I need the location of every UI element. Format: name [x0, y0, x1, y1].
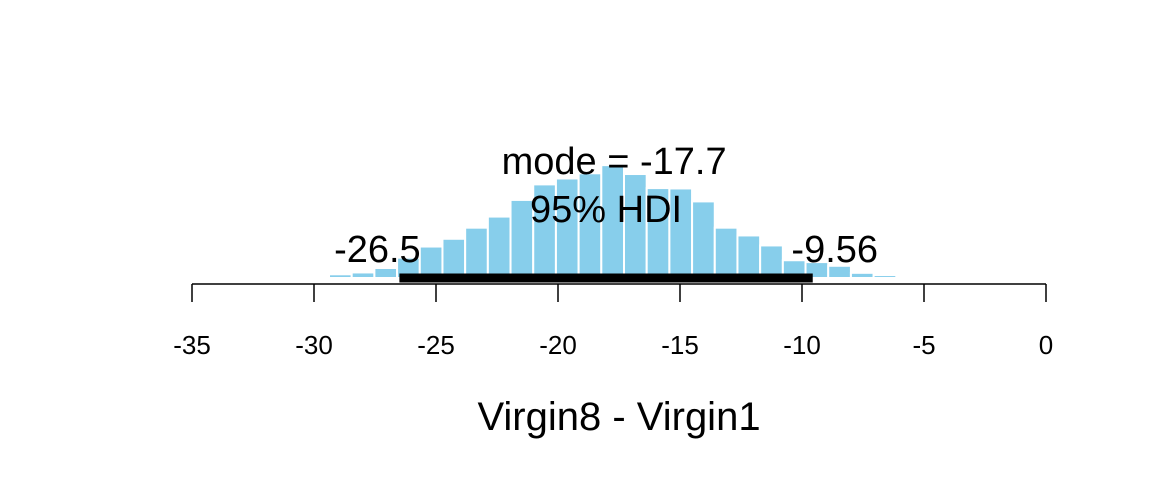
histogram-bar: [736, 234, 762, 279]
x-tick-label: -10: [783, 330, 821, 360]
histogram-bar: [328, 273, 353, 279]
x-tick-label: -15: [661, 330, 699, 360]
x-axis: -35 -30 -25 -20 -15 -10 -5 0: [173, 283, 1053, 360]
hdi-low-label: -26.5: [334, 229, 421, 271]
histogram-bar: [486, 215, 512, 279]
x-axis-ticks: -35 -30 -25 -20 -15 -10 -5 0: [173, 284, 1053, 360]
x-tick-label: -35: [173, 330, 211, 360]
histogram-bar: [713, 226, 739, 279]
histogram-bar: [759, 244, 784, 280]
x-tick-label: 0: [1039, 330, 1053, 360]
histogram-bar: [350, 271, 376, 280]
x-tick-label: -20: [539, 330, 577, 360]
histogram-bar: [464, 226, 489, 279]
x-axis-label: Virgin8 - Virgin1: [477, 395, 760, 439]
histogram-bar: [305, 275, 331, 280]
hdi-label: 95% HDI: [530, 189, 682, 231]
x-tick-label: -30: [295, 330, 333, 360]
histogram-bar: [849, 271, 875, 280]
histogram-bar: [691, 200, 716, 279]
histogram-bars: [305, 164, 898, 280]
histogram-bar: [441, 237, 467, 279]
mode-label: mode = -17.7: [502, 141, 727, 183]
hdi-high-label: -9.56: [791, 229, 878, 271]
histogram-bar: [418, 245, 444, 280]
x-tick-label: -5: [912, 330, 935, 360]
x-tick-label: -25: [417, 330, 455, 360]
histogram-bar: [872, 274, 898, 280]
